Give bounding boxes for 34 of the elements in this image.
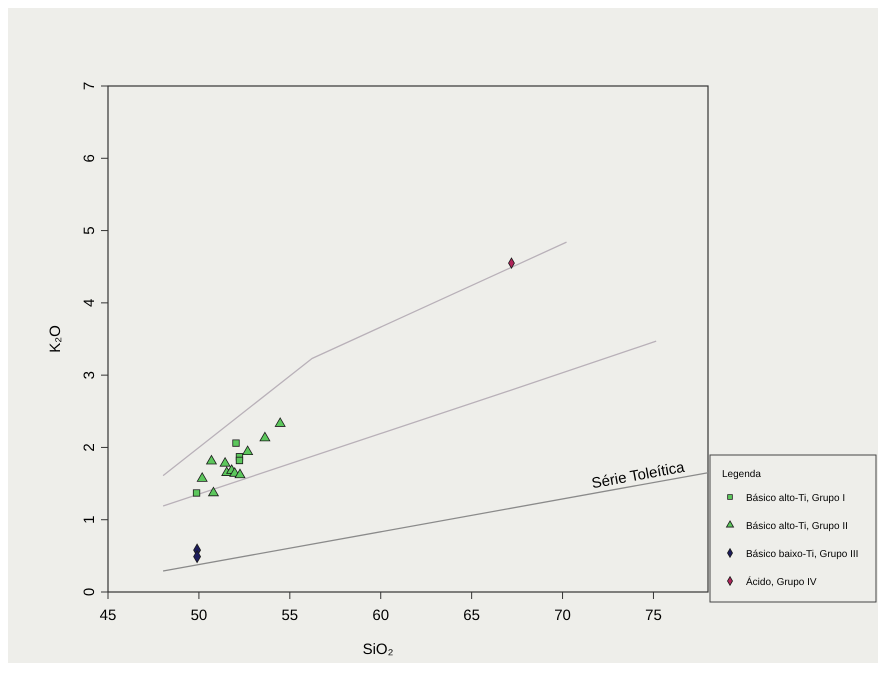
legend-label: Básico alto-Ti, Grupo II [746,521,848,532]
x-tick-label: 75 [645,607,662,624]
y-tick-label: 5 [81,226,98,235]
point [192,489,200,497]
legend-label: Básico baixo-Ti, Grupo III [746,549,858,560]
x-tick-label: 60 [372,607,390,624]
x-tick-label: 70 [554,607,571,624]
legend-label: Ácido, Grupo IV [746,576,817,588]
y-tick-label: 3 [81,370,98,380]
y-tick-label: 6 [81,154,98,162]
point [232,439,240,447]
x-axis-title: SiO₂ [362,641,394,658]
point [206,455,217,464]
y-axis-title: K₂O [47,325,64,353]
x-tick-label: 65 [463,607,480,624]
point [274,417,286,427]
y-tick-label: 7 [81,82,98,90]
point [208,486,219,496]
x-tick-label: 45 [100,607,116,624]
y-tick-label: 4 [81,298,98,308]
point [220,457,230,467]
y-tick-label: 0 [81,588,98,596]
x-tick-label: 50 [190,607,208,624]
point [236,456,244,464]
y-tick-label: 2 [81,443,98,452]
legend-title: Legenda [722,469,762,480]
point [196,472,208,482]
x-tick-label: 55 [281,607,298,624]
point [234,468,246,478]
point [260,432,270,442]
legend-label: Básico alto-Ti, Grupo I [746,493,846,504]
y-tick-label: 1 [81,516,98,524]
point [242,446,253,456]
annotation: Série Toleítica [590,458,686,492]
